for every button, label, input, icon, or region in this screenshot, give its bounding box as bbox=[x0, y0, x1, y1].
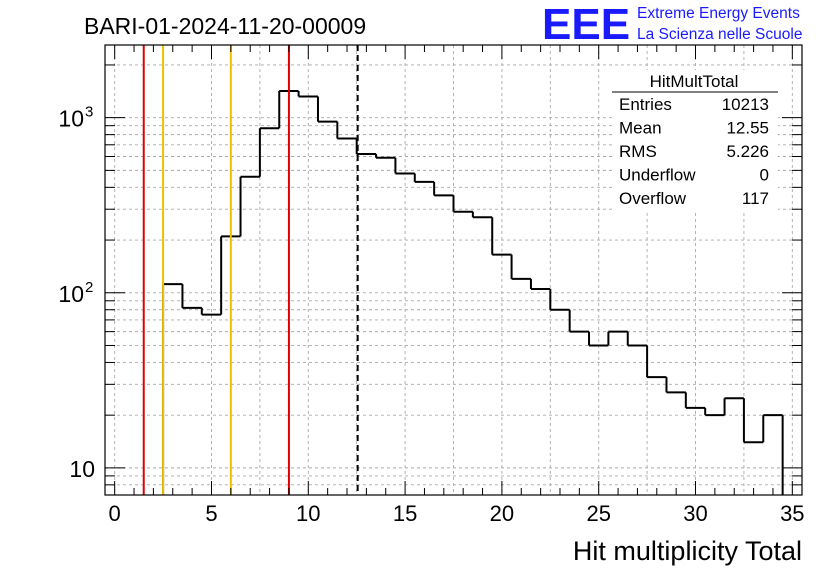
histogram-bin bbox=[316, 96, 338, 123]
histogram-bin bbox=[549, 289, 570, 311]
stats-value: 10213 bbox=[722, 95, 769, 114]
histogram-bin bbox=[162, 283, 183, 495]
histogram-bin bbox=[704, 407, 725, 417]
histogram-bin bbox=[433, 181, 454, 197]
stats-value: 5.226 bbox=[726, 142, 769, 161]
histogram-bin bbox=[297, 90, 318, 98]
histogram-bin bbox=[181, 284, 202, 309]
histogram-bin bbox=[665, 377, 686, 394]
histogram-bin bbox=[646, 345, 667, 379]
marker-lines bbox=[142, 45, 359, 495]
y-tick-label: 10 bbox=[58, 281, 84, 307]
eee-logo: EEE Extreme Energy Events La Scienza nel… bbox=[542, 0, 802, 49]
histogram-bin bbox=[239, 175, 260, 237]
stats-title: HitMultTotal bbox=[650, 72, 739, 91]
histogram-bin bbox=[723, 397, 744, 416]
x-tick-label: 5 bbox=[205, 501, 217, 526]
histogram-bin bbox=[762, 414, 783, 443]
histogram-bin bbox=[413, 173, 435, 183]
run-title: BARI-01-2024-11-20-00009 bbox=[84, 13, 366, 39]
logo-line-1: Extreme Energy Events bbox=[637, 5, 800, 22]
stats-value: 12.55 bbox=[726, 119, 769, 138]
logo-mark: EEE bbox=[542, 0, 630, 49]
y-tick-label: 10 bbox=[58, 106, 84, 132]
histogram-bin bbox=[626, 331, 648, 347]
histogram-bin bbox=[375, 154, 396, 159]
axis-ticks bbox=[105, 45, 802, 495]
x-tick-label: 0 bbox=[109, 501, 121, 526]
plot-frame bbox=[104, 44, 803, 496]
stats-label: Overflow bbox=[619, 189, 687, 208]
histogram-bin bbox=[452, 195, 473, 213]
stats-value: 117 bbox=[742, 189, 769, 208]
stats-label: Mean bbox=[619, 119, 662, 138]
histogram-bin bbox=[491, 217, 512, 256]
stats-box: HitMultTotal Entries 10213 Mean 12.55 RMS 5.2… bbox=[612, 70, 778, 210]
histogram-bin bbox=[471, 211, 493, 219]
x-tick-label: 20 bbox=[490, 501, 514, 526]
stats-label: Underflow bbox=[619, 166, 696, 185]
stats-box-background bbox=[612, 70, 778, 210]
x-tick-labels: 0 5 10 15 20 25 30 35 bbox=[109, 501, 805, 526]
histogram-bin bbox=[200, 307, 222, 316]
histogram-bin bbox=[684, 392, 706, 409]
histogram-bin bbox=[607, 330, 628, 346]
y-tick-label: 10 bbox=[69, 456, 95, 482]
x-tick-label: 30 bbox=[683, 501, 707, 526]
histogram-bin bbox=[394, 157, 415, 175]
histogram-bin bbox=[510, 254, 531, 280]
histogram-bin bbox=[529, 278, 551, 291]
y-tick-label-exponent: 3 bbox=[85, 104, 93, 121]
x-tick-label: 35 bbox=[780, 501, 804, 526]
x-tick-label: 10 bbox=[296, 501, 320, 526]
x-axis-title: Hit multiplicity Total bbox=[573, 536, 802, 566]
histogram-bin bbox=[258, 127, 280, 177]
stats-rows: Entries 10213 Mean 12.55 RMS 5.226 Underflow 0 O… bbox=[619, 95, 769, 208]
histogram-bin bbox=[568, 309, 590, 333]
stats-value: 0 bbox=[760, 166, 769, 185]
x-tick-label: 15 bbox=[393, 501, 417, 526]
histogram-bin bbox=[336, 121, 357, 140]
x-tick-label: 25 bbox=[586, 501, 610, 526]
y-tick-label-exponent: 2 bbox=[85, 279, 93, 296]
stats-label: RMS bbox=[619, 142, 657, 161]
histogram-bin bbox=[355, 138, 377, 156]
histogram-bin bbox=[588, 331, 609, 347]
stats-label: Entries bbox=[619, 95, 672, 114]
logo-line-2: La Scienza nelle Scuole bbox=[637, 26, 802, 43]
histogram-bin bbox=[742, 398, 764, 444]
